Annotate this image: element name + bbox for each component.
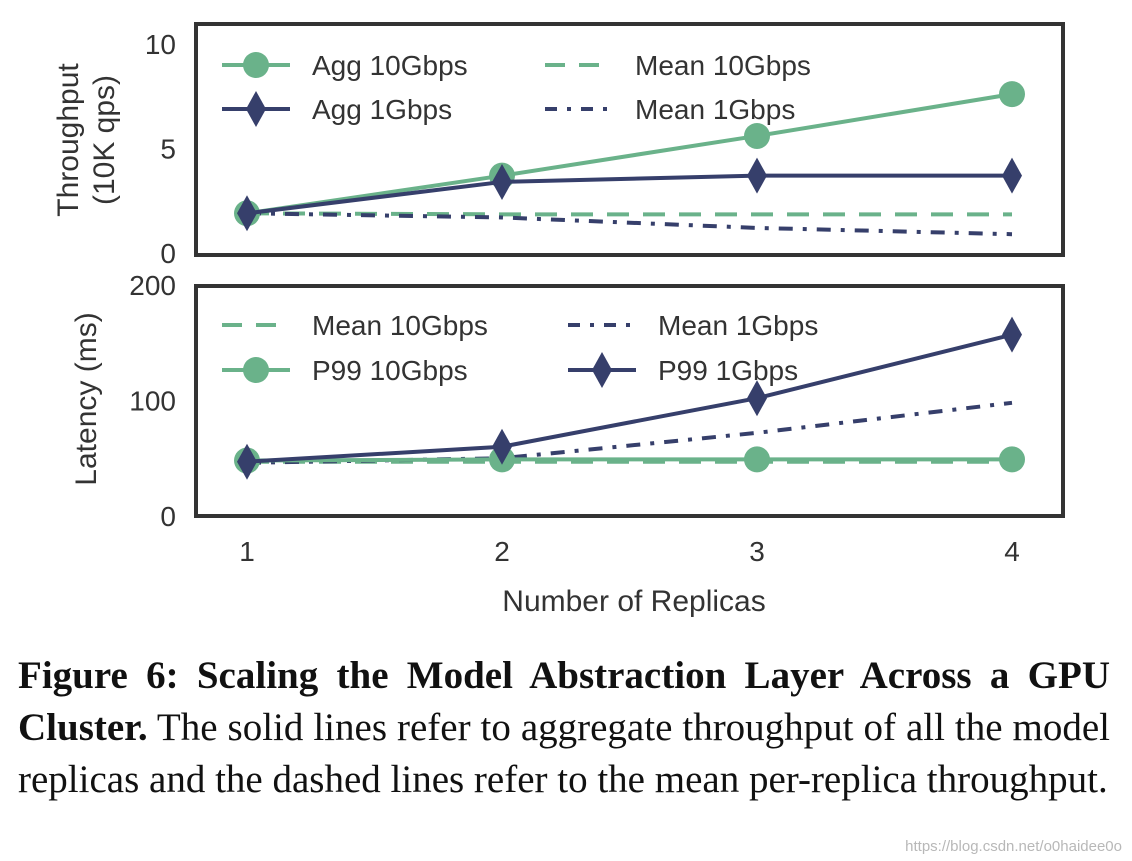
throughput-series: [234, 81, 1025, 237]
latency-p99-1gbps-point-3: [747, 380, 767, 417]
x-tick-4: 4: [1004, 536, 1020, 567]
latency-series: [234, 316, 1025, 480]
latency-legend-mean-1gbps-label: Mean 1Gbps: [658, 310, 818, 341]
throughput-legend-agg-1gbps-marker: [246, 91, 266, 127]
throughput-plot-frame: [194, 22, 1065, 257]
throughput-agg-1gbps-point-3: [747, 157, 767, 194]
throughput-mean-1gbps-line: [246, 211, 1013, 237]
throughput-y-ticks: 0 5 10: [145, 29, 176, 269]
latency-y-tick-0: 0: [160, 501, 176, 532]
caption-label: Figure 6: Scaling the Model Abstraction …: [18, 654, 1110, 749]
caption-text: The solid lines refer to aggregate throu…: [18, 706, 1110, 801]
throughput-y-label-line2: (10K qps): [88, 75, 121, 205]
throughput-legend-agg-1gbps-label: Agg 1Gbps: [312, 94, 452, 125]
throughput-legend-mean-1gbps-label: Mean 1Gbps: [635, 94, 795, 125]
throughput-legend: Agg 10Gbps Mean 10Gbps Agg 1Gbps Mean 1Gbps: [222, 50, 811, 127]
latency-legend-p99-10gbps-label: P99 10Gbps: [312, 355, 468, 386]
latency-legend-p99-10gbps-marker: [243, 357, 269, 383]
latency-y-ticks: 0 100 200: [129, 270, 176, 532]
latency-legend-p99-1gbps-marker: [592, 352, 612, 388]
throughput-agg-10gbps-line: [246, 92, 1013, 216]
latency-p99-10gbps-line: [246, 457, 1012, 463]
x-axis-label: Number of Replicas: [502, 585, 765, 618]
throughput-y-label-line1: Throughput: [52, 63, 85, 217]
latency-p99-1gbps-point-1: [237, 443, 257, 480]
x-tick-2: 2: [494, 536, 510, 567]
latency-legend-mean-10gbps-label: Mean 10Gbps: [312, 310, 488, 341]
throughput-agg-1gbps-point-2: [492, 163, 512, 200]
throughput-agg-10gbps-point-4: [999, 81, 1025, 108]
latency-y-tick-200: 200: [129, 270, 176, 301]
throughput-agg-1gbps-line: [246, 173, 1012, 216]
figure-caption: Figure 6: Scaling the Model Abstraction …: [18, 650, 1110, 806]
latency-y-tick-100: 100: [129, 386, 176, 417]
x-tick-3: 3: [749, 536, 765, 567]
latency-y-label: Latency (ms): [70, 312, 103, 485]
throughput-agg-1gbps-point-1: [237, 195, 257, 232]
throughput-agg-10gbps-point-3: [744, 122, 770, 149]
throughput-y-tick-0: 0: [160, 238, 176, 269]
throughput-legend-agg-10gbps-marker: [243, 52, 269, 78]
latency-p99-1gbps-line: [246, 332, 1013, 464]
throughput-y-tick-5: 5: [160, 134, 176, 165]
latency-p99-10gbps-point-3: [744, 446, 770, 473]
latency-p99-10gbps-point-4: [999, 446, 1025, 473]
throughput-y-tick-10: 10: [145, 29, 176, 60]
latency-p99-1gbps-point-2: [492, 428, 512, 465]
x-axis-ticks: 1 2 3 4: [239, 536, 1020, 567]
throughput-y-axis-label: Throughput (10K qps): [52, 63, 121, 217]
latency-legend-p99-1gbps-label: P99 1Gbps: [658, 355, 798, 386]
throughput-legend-agg-10gbps-label: Agg 10Gbps: [312, 50, 468, 81]
x-tick-1: 1: [239, 536, 255, 567]
throughput-agg-1gbps-point-4: [1002, 157, 1022, 194]
latency-y-axis-label: Latency (ms): [70, 312, 103, 485]
latency-legend: Mean 10Gbps Mean 1Gbps P99 10Gbps P99 1Gbps: [222, 310, 818, 388]
latency-plot-frame: [194, 284, 1065, 518]
latency-p99-1gbps-point-4: [1002, 316, 1022, 353]
throughput-legend-mean-10gbps-label: Mean 10Gbps: [635, 50, 811, 81]
watermark-text: https://blog.csdn.net/o0haidee0o: [905, 838, 1122, 855]
